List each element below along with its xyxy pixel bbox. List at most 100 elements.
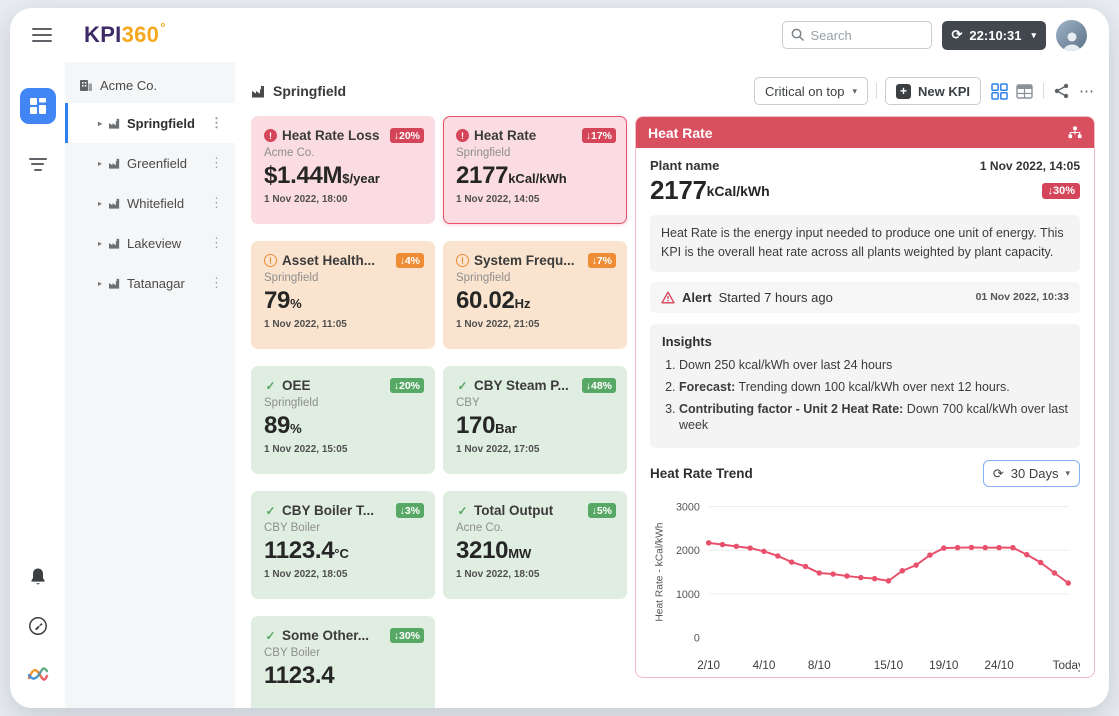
refresh-timer-button[interactable]: ⟳ 22:10:31 ▾ bbox=[941, 20, 1046, 50]
svg-text:4/10: 4/10 bbox=[753, 659, 776, 672]
kpi-card-title: OEE bbox=[282, 378, 311, 393]
kpi-card-value: 1123.4 bbox=[264, 662, 335, 689]
logo-degree-mark: ° bbox=[160, 20, 166, 35]
refresh-icon: ⟳ bbox=[992, 465, 1004, 481]
expand-caret-icon[interactable]: ▸ bbox=[98, 198, 103, 208]
status-icon: ✓ bbox=[265, 378, 276, 393]
logo-text-360: 360 bbox=[121, 22, 160, 47]
detail-unit: kCal/kWh bbox=[706, 182, 770, 199]
share-icon[interactable] bbox=[1052, 81, 1071, 101]
sidebar-item-springfield[interactable]: ▸ Springfield ⋮ bbox=[65, 103, 235, 143]
expand-caret-icon[interactable]: ▸ bbox=[98, 118, 103, 128]
detail-value: 2177 bbox=[650, 175, 707, 205]
expand-caret-icon[interactable]: ▸ bbox=[98, 158, 103, 168]
kpi-card-timestamp: 1 Nov 2022, 17:05 bbox=[456, 444, 540, 455]
sidebar-item-lakeview[interactable]: ▸ Lakeview ⋮ bbox=[65, 223, 235, 263]
dashboard-nav-button[interactable] bbox=[19, 88, 56, 124]
kpi-card-title: CBY Steam P... bbox=[474, 378, 569, 393]
trend-range-value: 30 Days bbox=[1010, 466, 1059, 482]
kpi-card-title: Total Output bbox=[474, 503, 554, 518]
chevron-down-icon: ▾ bbox=[1065, 468, 1070, 479]
status-icon: ✓ bbox=[265, 503, 276, 518]
sidebar-item-label: Lakeview bbox=[127, 235, 182, 251]
support-tools-icon[interactable] bbox=[26, 614, 50, 638]
kebab-menu-icon[interactable]: ⋮ bbox=[210, 275, 223, 290]
svg-text:0: 0 bbox=[694, 633, 700, 645]
factory-icon bbox=[108, 278, 121, 289]
factory-icon bbox=[108, 198, 121, 209]
svg-text:Heat Rate - kCal/kWh: Heat Rate - kCal/kWh bbox=[655, 523, 666, 622]
kpi-card[interactable]: ✓ CBY Steam P... ↓48% CBY 170Bar 1 Nov 2… bbox=[443, 366, 627, 474]
kpi-card-timestamp: 1 Nov 2022, 21:05 bbox=[456, 319, 540, 330]
insight-item: Forecast: Trending down 100 kcal/kWh ove… bbox=[679, 379, 1068, 396]
kpi-change-badge: ↓48% bbox=[581, 378, 616, 393]
app-logo: KPI 360 ° bbox=[84, 20, 166, 48]
trend-chart-title: Heat Rate Trend bbox=[650, 466, 753, 482]
kpi-card-subtitle: Acme Co. bbox=[264, 147, 315, 159]
table-view-toggle-icon[interactable] bbox=[1014, 81, 1035, 102]
kpi-card-value: 3210MW bbox=[456, 537, 532, 564]
sidebar-item-label: Whitefield bbox=[127, 195, 185, 211]
kpi-card[interactable]: ✓ OEE ↓20% Springfield 89% 1 Nov 2022, 1… bbox=[251, 366, 435, 474]
factory-icon bbox=[108, 118, 121, 129]
status-icon: ! bbox=[456, 129, 469, 142]
kpi-card-value: 79% bbox=[264, 287, 302, 314]
search-input[interactable] bbox=[781, 21, 932, 49]
sidebar-item-whitefield[interactable]: ▸ Whitefield ⋮ bbox=[65, 183, 235, 223]
kebab-menu-icon[interactable]: ⋮ bbox=[210, 115, 223, 130]
brand-wave-logo-icon[interactable] bbox=[25, 664, 51, 684]
insights-box: Insights Down 250 kcal/kWh over last 24 … bbox=[650, 323, 1080, 449]
kpi-card[interactable]: ! Asset Health... ↓4% Springfield 79% 1 … bbox=[251, 241, 435, 349]
insight-item: Contributing factor - Unit 2 Heat Rate: … bbox=[679, 401, 1068, 435]
detail-title: Heat Rate bbox=[648, 124, 713, 141]
kpi-card[interactable]: ! Heat Rate Loss ↓20% Acme Co. $1.44M$/y… bbox=[251, 116, 435, 224]
status-icon: ✓ bbox=[457, 378, 468, 393]
user-avatar[interactable] bbox=[1056, 19, 1087, 51]
kpi-card[interactable]: ! System Frequ... ↓7% Springfield 60.02H… bbox=[443, 241, 627, 349]
kpi-card-subtitle: Springfield bbox=[264, 397, 319, 409]
kpi-card-title: CBY Boiler T... bbox=[282, 503, 375, 518]
kpi-card[interactable]: ✓ Total Output ↓5% Acne Co. 3210MW 1 Nov… bbox=[443, 491, 627, 599]
kpi-change-badge: ↓4% bbox=[395, 253, 424, 268]
kebab-menu-icon[interactable]: ⋮ bbox=[210, 235, 223, 250]
kpi-card-timestamp: 1 Nov 2022, 15:05 bbox=[264, 444, 348, 455]
kebab-menu-icon[interactable]: ⋮ bbox=[210, 155, 223, 170]
company-name: Acme Co. bbox=[100, 78, 158, 93]
alert-row[interactable]: Alert Started 7 hours ago 01 Nov 2022, 1… bbox=[650, 281, 1080, 313]
refresh-icon: ⟳ bbox=[951, 27, 963, 42]
trend-range-dropdown[interactable]: ⟳ 30 Days ▾ bbox=[982, 460, 1080, 488]
sort-dropdown[interactable]: Critical on top ▾ bbox=[753, 77, 868, 105]
kpi-description: Heat Rate is the energy input needed to … bbox=[650, 215, 1080, 272]
filter-nav-icon[interactable] bbox=[28, 154, 47, 174]
kpi-card[interactable]: ✓ Some Other... ↓30% CBY Boiler 1123.4 bbox=[251, 616, 435, 708]
kpi-card-value: 2177kCal/kWh bbox=[456, 162, 567, 189]
sidebar-item-greenfield[interactable]: ▸ Greenfield ⋮ bbox=[65, 143, 235, 183]
kpi-card[interactable]: ! Heat Rate ↓17% Springfield 2177kCal/kW… bbox=[443, 116, 627, 224]
sidebar-item-label: Springfield bbox=[127, 115, 195, 131]
kpi-card-title: Asset Health... bbox=[282, 253, 376, 268]
hamburger-menu-icon[interactable] bbox=[32, 24, 52, 46]
kpi-card[interactable]: ✓ CBY Boiler T... ↓3% CBY Boiler 1123.4°… bbox=[251, 491, 435, 599]
kpi-card-timestamp: 1 Nov 2022, 14:05 bbox=[456, 194, 540, 205]
chevron-down-icon: ▾ bbox=[852, 85, 857, 96]
company-node[interactable]: Acme Co. bbox=[65, 62, 235, 103]
kpi-change-badge: ↓5% bbox=[587, 503, 616, 518]
new-kpi-button[interactable]: + New KPI bbox=[884, 77, 981, 105]
sidebar-item-label: Tatanagar bbox=[127, 275, 185, 291]
svg-text:Today: Today bbox=[1053, 659, 1080, 672]
kebab-menu-icon[interactable]: ⋮ bbox=[210, 195, 223, 210]
card-view-toggle-icon[interactable] bbox=[989, 81, 1010, 102]
sidebar-item-tatanagar[interactable]: ▸ Tatanagar ⋮ bbox=[65, 263, 235, 303]
expand-caret-icon[interactable]: ▸ bbox=[98, 278, 103, 288]
more-options-icon[interactable]: ⋯ bbox=[1079, 83, 1095, 100]
expand-caret-icon[interactable]: ▸ bbox=[98, 238, 103, 248]
factory-icon bbox=[252, 85, 264, 97]
new-kpi-label: New KPI bbox=[917, 83, 970, 99]
kpi-card-subtitle: CBY Boiler bbox=[264, 522, 321, 534]
kpi-card-subtitle: Springfield bbox=[456, 147, 511, 159]
detail-change-badge: ↓30% bbox=[1042, 182, 1080, 199]
notifications-bell-icon[interactable] bbox=[27, 565, 49, 588]
hierarchy-icon[interactable] bbox=[1068, 126, 1082, 139]
